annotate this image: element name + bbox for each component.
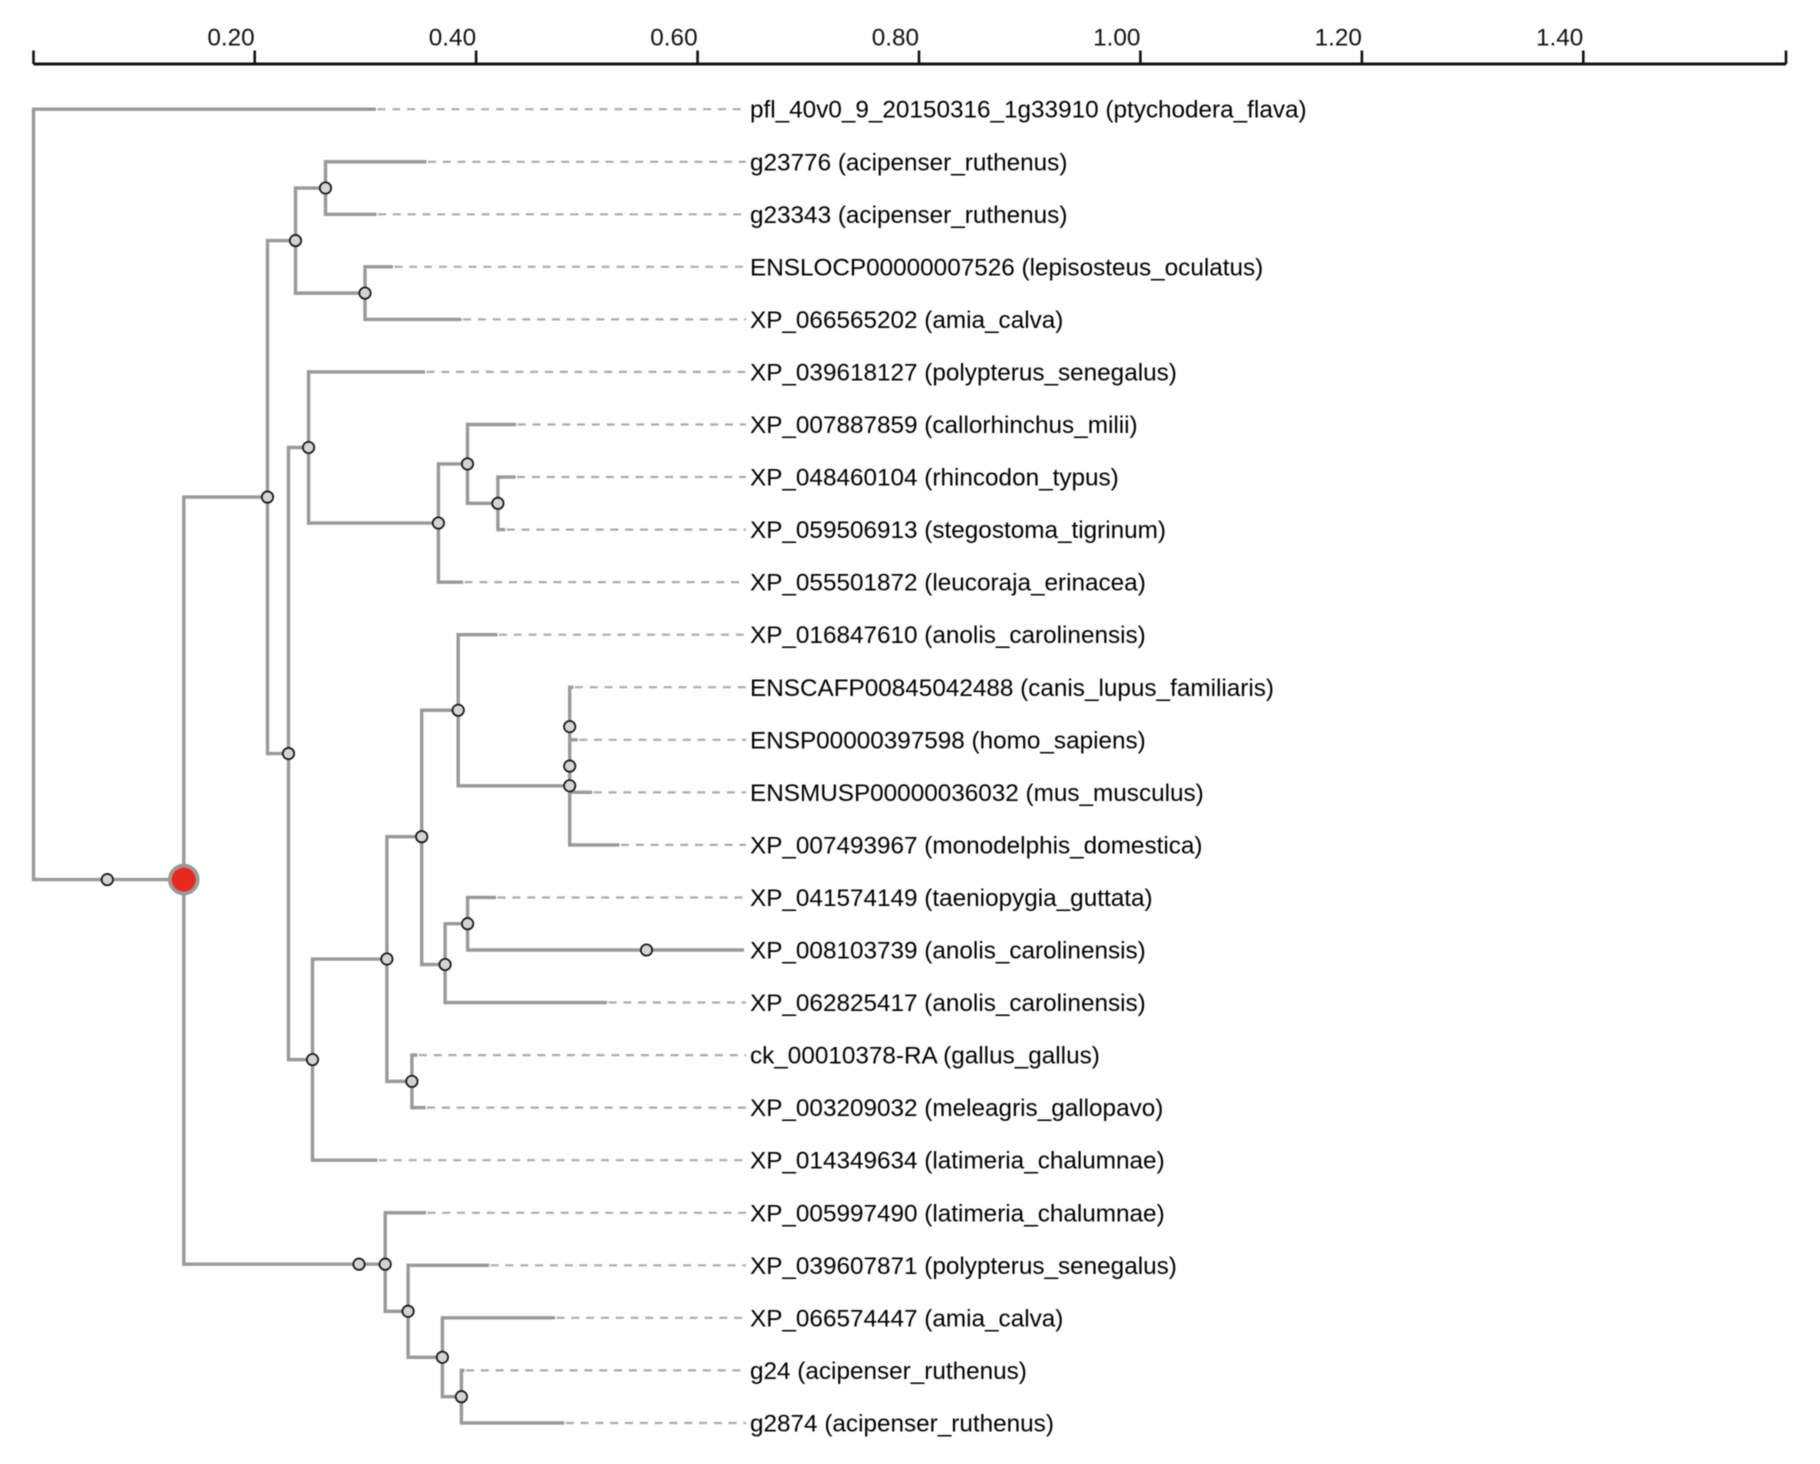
svg-text:XP_005997490 (latimeria_chalum: XP_005997490 (latimeria_chalumnae) (750, 1200, 1165, 1227)
svg-text:1.40: 1.40 (1536, 25, 1583, 52)
svg-text:0.20: 0.20 (207, 25, 254, 52)
svg-text:ENSCAFP00845042488 (canis_lupu: ENSCAFP00845042488 (canis_lupus_familiar… (750, 675, 1274, 702)
svg-text:pfl_40v0_9_20150316_1g33910 (p: pfl_40v0_9_20150316_1g33910 (ptychodera_… (750, 97, 1307, 124)
svg-text:XP_041574149 (taeniopygia_gutt: XP_041574149 (taeniopygia_guttata) (750, 885, 1153, 912)
svg-text:XP_048460104 (rhincodon_typus): XP_048460104 (rhincodon_typus) (750, 465, 1119, 492)
svg-text:XP_008103739 (anolis_carolinen: XP_008103739 (anolis_carolinensis) (750, 938, 1146, 965)
svg-text:XP_059506913 (stegostoma_tigri: XP_059506913 (stegostoma_tigrinum) (750, 517, 1166, 544)
svg-text:g24 (acipenser_ruthenus): g24 (acipenser_ruthenus) (750, 1358, 1027, 1385)
svg-text:XP_055501872 (leucoraja_erinac: XP_055501872 (leucoraja_erinacea) (750, 570, 1146, 597)
svg-text:XP_066574447 (amia_calva): XP_066574447 (amia_calva) (750, 1305, 1063, 1332)
svg-text:XP_014349634 (latimeria_chalum: XP_014349634 (latimeria_chalumnae) (750, 1148, 1165, 1175)
svg-text:ENSMUSP00000036032 (mus_muscul: ENSMUSP00000036032 (mus_musculus) (750, 780, 1204, 807)
svg-text:XP_003209032 (meleagris_gallop: XP_003209032 (meleagris_gallopavo) (750, 1095, 1163, 1122)
svg-text:ENSP00000397598 (homo_sapiens): ENSP00000397598 (homo_sapiens) (750, 727, 1146, 754)
svg-text:1.20: 1.20 (1315, 25, 1362, 52)
svg-text:XP_066565202 (amia_calva): XP_066565202 (amia_calva) (750, 307, 1063, 334)
svg-text:g23343 (acipenser_ruthenus): g23343 (acipenser_ruthenus) (750, 202, 1067, 229)
svg-text:XP_016847610 (anolis_carolinen: XP_016847610 (anolis_carolinensis) (750, 622, 1146, 649)
svg-text:1.00: 1.00 (1093, 25, 1140, 52)
svg-text:XP_039607871 (polypterus_seneg: XP_039607871 (polypterus_senegalus) (750, 1253, 1177, 1280)
svg-text:XP_007493967 (monodelphis_dome: XP_007493967 (monodelphis_domestica) (750, 832, 1203, 859)
svg-text:XP_062825417 (anolis_carolinen: XP_062825417 (anolis_carolinensis) (750, 990, 1146, 1017)
svg-text:0.40: 0.40 (429, 25, 476, 52)
svg-text:XP_039618127 (polypterus_seneg: XP_039618127 (polypterus_senegalus) (750, 359, 1177, 386)
svg-text:XP_007887859 (callorhinchus_mi: XP_007887859 (callorhinchus_milii) (750, 412, 1138, 439)
svg-text:g2874 (acipenser_ruthenus): g2874 (acipenser_ruthenus) (750, 1410, 1054, 1437)
svg-text:0.80: 0.80 (872, 25, 919, 52)
svg-text:ENSLOCP00000007526 (lepisosteu: ENSLOCP00000007526 (lepisosteus_oculatus… (750, 254, 1263, 281)
svg-text:g23776 (acipenser_ruthenus): g23776 (acipenser_ruthenus) (750, 149, 1067, 176)
svg-text:0.60: 0.60 (650, 25, 697, 52)
svg-text:ck_00010378-RA (gallus_gallus): ck_00010378-RA (gallus_gallus) (750, 1043, 1100, 1070)
